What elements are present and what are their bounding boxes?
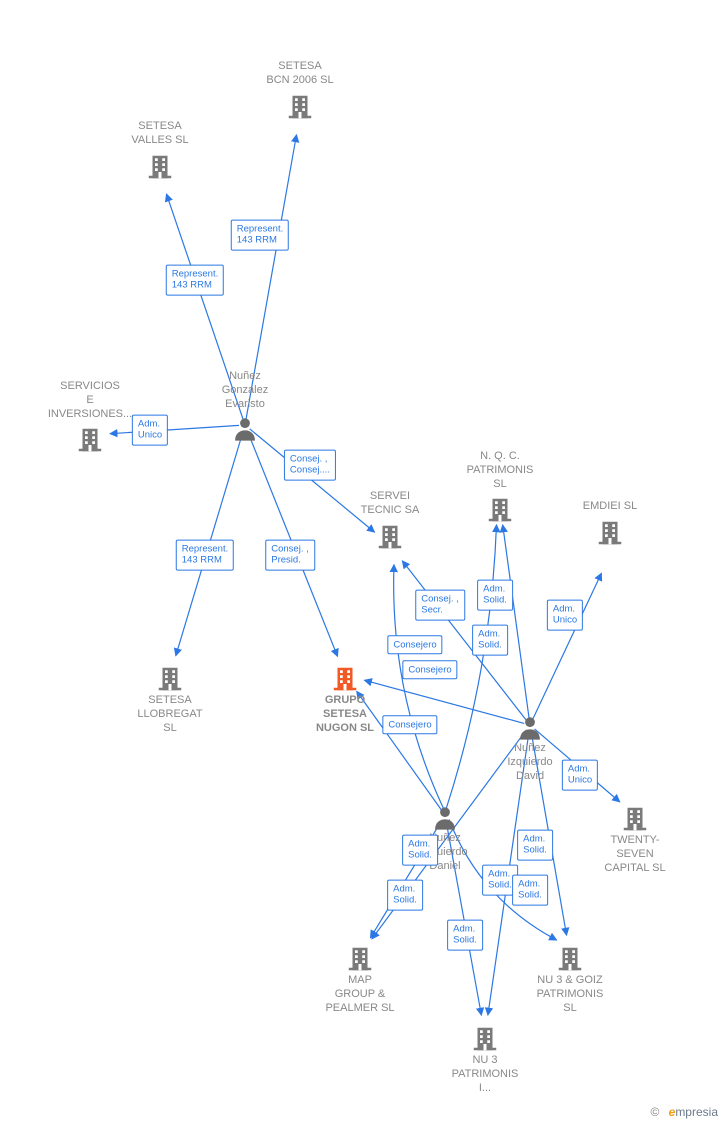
person-icon	[231, 415, 259, 443]
node-label: SETESABCN 2006 SL	[250, 60, 350, 88]
node-label: EMDIEI SL	[560, 500, 660, 514]
edge-label: Adm.Solid.	[402, 835, 438, 866]
edge-label: Consej. ,Consej....	[284, 450, 336, 481]
edge-label: Represent.143 RRM	[166, 265, 224, 296]
node-nu3goiz[interactable]: NU 3 & GOIZPATRIMONISSL	[520, 940, 620, 1015]
edge-label: Consej. ,Secr.	[415, 590, 465, 621]
building-icon	[155, 664, 185, 694]
node-setesa_bcn[interactable]: SETESABCN 2006 SL	[250, 60, 350, 122]
edge-label: Adm.Solid.	[387, 880, 423, 911]
building-icon	[555, 944, 585, 974]
node-twenty7[interactable]: TWENTY-SEVENCAPITAL SL	[585, 800, 685, 875]
node-servei[interactable]: SERVEITECNIC SA	[340, 490, 440, 552]
person-icon	[431, 804, 459, 832]
node-label: SERVEITECNIC SA	[340, 490, 440, 518]
node-label: GRUPOSETESANUGON SL	[295, 694, 395, 735]
building-icon	[145, 152, 175, 182]
building-icon	[620, 804, 650, 834]
node-setesa_llob[interactable]: SETESALLOBREGATSL	[120, 660, 220, 735]
node-nu3pat[interactable]: NU 3PATRIMONISI...	[435, 1020, 535, 1095]
edge-label: Consejero	[382, 715, 437, 734]
edge-label: Consejero	[402, 660, 457, 679]
node-label: NU 3PATRIMONISI...	[435, 1054, 535, 1095]
edge	[503, 525, 529, 719]
building-icon	[345, 944, 375, 974]
node-grupo[interactable]: GRUPOSETESANUGON SL	[295, 660, 395, 735]
edge-label: Consej. ,Presid.	[265, 540, 315, 571]
building-icon	[595, 518, 625, 548]
node-label: SETESAVALLES SL	[110, 120, 210, 148]
building-icon	[75, 425, 105, 455]
node-label: NU 3 & GOIZPATRIMONISSL	[520, 974, 620, 1015]
building-icon	[285, 92, 315, 122]
edge-label: Adm.Unico	[547, 600, 583, 631]
edge-label: Adm.Solid.	[512, 875, 548, 906]
person-icon	[516, 714, 544, 742]
node-label: NuñezGonzalezEvaristo	[195, 370, 295, 411]
node-map_group[interactable]: MAPGROUP &PEALMER SL	[310, 940, 410, 1015]
node-nunez_g[interactable]: NuñezGonzalezEvaristo	[195, 370, 295, 443]
edge-label: Represent.143 RRM	[176, 540, 234, 571]
edge	[533, 573, 602, 719]
building-icon	[485, 495, 515, 525]
node-label: MAPGROUP &PEALMER SL	[310, 974, 410, 1015]
edge-label: Adm.Unico	[132, 415, 168, 446]
edge-label: Adm.Solid.	[472, 625, 508, 656]
node-nqc[interactable]: N. Q. C.PATRIMONISSL	[450, 450, 550, 525]
building-icon	[330, 664, 360, 694]
node-setesa_valles[interactable]: SETESAVALLES SL	[110, 120, 210, 182]
brand-rest: mpresia	[675, 1105, 718, 1119]
node-label: SETESALLOBREGATSL	[120, 694, 220, 735]
edge-label: Adm.Solid.	[447, 920, 483, 951]
edge-label: Represent.143 RRM	[231, 220, 289, 251]
copyright-symbol: ©	[650, 1105, 659, 1119]
node-emdiei[interactable]: EMDIEI SL	[560, 500, 660, 548]
node-label: SERVICIOSEINVERSIONES...	[40, 380, 140, 421]
edge-label: Adm.Solid.	[477, 580, 513, 611]
edge-label: Adm.Solid.	[517, 830, 553, 861]
footer-attribution: © empresia	[650, 1105, 718, 1119]
edge-label: Adm.Unico	[562, 760, 598, 791]
building-icon	[375, 522, 405, 552]
node-label: N. Q. C.PATRIMONISSL	[450, 450, 550, 491]
node-servicios[interactable]: SERVICIOSEINVERSIONES...	[40, 380, 140, 455]
node-label: TWENTY-SEVENCAPITAL SL	[585, 834, 685, 875]
edge-label: Consejero	[387, 635, 442, 654]
building-icon	[470, 1024, 500, 1054]
